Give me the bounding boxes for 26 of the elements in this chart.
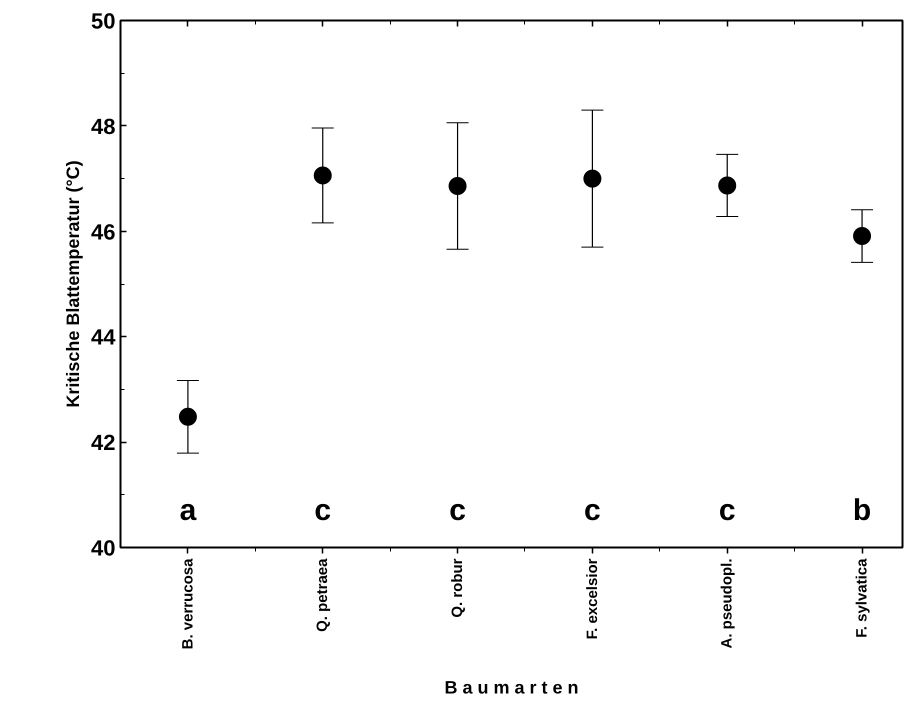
y-tick-label: 40 <box>91 536 116 560</box>
annotation: b <box>852 494 872 528</box>
x-tick-label: A. pseudopl. <box>718 558 736 648</box>
point <box>314 166 332 184</box>
x-tick-label: Q. robur <box>449 558 466 618</box>
annotation: c <box>718 494 736 528</box>
x-tick-label: F. excelsior <box>584 558 601 640</box>
point <box>178 408 197 426</box>
x-tick-label: Q. petraea <box>314 558 332 632</box>
annotation: c <box>314 494 332 528</box>
annotation: c <box>449 494 466 528</box>
point <box>448 176 467 195</box>
annotation: a <box>180 494 197 528</box>
y-tick-label: 48 <box>91 114 116 139</box>
point <box>583 170 602 188</box>
x-tick-label: F. sylvatica <box>854 558 871 638</box>
y-tick-label: 44 <box>91 324 116 350</box>
x-tick-label: B. verrucosa <box>179 558 196 650</box>
point <box>718 176 736 194</box>
point <box>853 227 872 246</box>
y-tick-label: 46 <box>91 219 116 244</box>
y-tick-label: 50 <box>91 8 116 34</box>
x-axis-title: B a u m a r t e n <box>444 677 579 698</box>
y-axis-title: Kritische Blattemperatur (°C) <box>63 160 84 408</box>
y-tick-label: 42 <box>91 430 116 456</box>
annotation: c <box>584 494 601 528</box>
